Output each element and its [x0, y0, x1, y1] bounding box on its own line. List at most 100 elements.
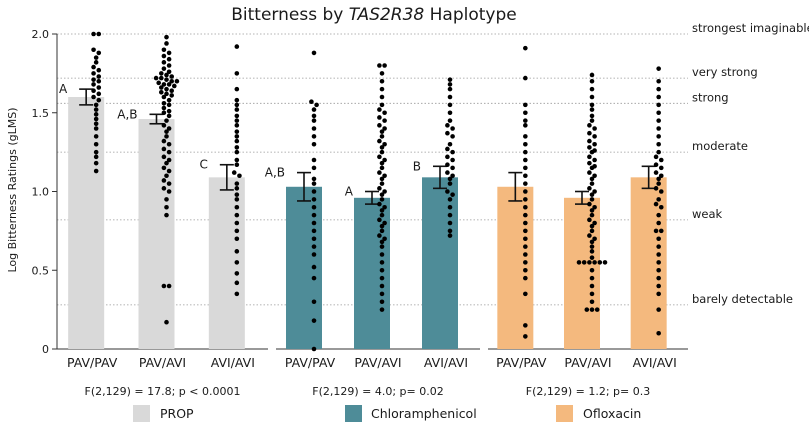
data-point [311, 50, 317, 56]
data-point [164, 118, 169, 123]
data-point [311, 141, 317, 147]
data-point [96, 91, 102, 97]
data-point [161, 154, 167, 160]
data-point [166, 108, 172, 114]
data-point [96, 31, 102, 37]
data-point [164, 160, 169, 166]
data-point [523, 102, 528, 108]
data-point [653, 162, 659, 168]
data-point [164, 77, 169, 82]
data-point [379, 149, 385, 155]
data-point [589, 113, 595, 119]
data-point [523, 189, 528, 194]
data-point [161, 110, 167, 116]
data-point [93, 116, 99, 122]
data-point [311, 264, 317, 270]
chart-title-gene: TAS2R38 [349, 5, 425, 25]
data-point [161, 94, 167, 100]
data-point [311, 212, 317, 218]
data-point [234, 260, 240, 265]
data-point [311, 176, 317, 182]
data-point [589, 249, 595, 254]
chart-title: Bitterness by TAS2R38 Haplotype [231, 5, 517, 25]
data-point [234, 129, 240, 134]
data-point [379, 145, 385, 150]
data-point [379, 94, 385, 100]
data-point [311, 275, 317, 281]
data-point [379, 244, 385, 249]
data-point [93, 149, 99, 155]
data-point [450, 157, 455, 163]
data-point [164, 212, 169, 218]
data-point [166, 102, 172, 108]
data-point [576, 260, 582, 265]
y-tick-label: 0.5 [32, 264, 50, 277]
data-point [587, 170, 592, 175]
anchor-label: very strong [692, 65, 758, 79]
data-point [523, 260, 528, 265]
data-point [447, 197, 453, 202]
data-point [174, 78, 180, 84]
data-point [589, 181, 595, 186]
data-point [447, 82, 453, 87]
data-point [377, 63, 382, 68]
data-point [311, 181, 317, 186]
data-point [523, 45, 528, 51]
data-point [234, 228, 240, 234]
stat-text: F(2,129) = 4.0; p= 0.02 [312, 385, 444, 398]
data-point [656, 252, 661, 257]
data-point [523, 220, 528, 226]
data-point [523, 149, 528, 155]
data-point [96, 85, 102, 90]
data-point [656, 267, 661, 273]
data-point [653, 170, 659, 175]
category-label: PAV/AVI [354, 355, 401, 370]
data-point [234, 162, 240, 168]
significance-label: A,B [265, 166, 285, 180]
category-label: PAV/PAV [285, 355, 336, 370]
data-point [447, 110, 453, 116]
data-point [234, 271, 240, 276]
data-point [587, 217, 592, 223]
data-point [166, 157, 172, 163]
data-point [589, 102, 595, 108]
data-point [523, 244, 528, 249]
data-point [234, 102, 240, 108]
data-point [589, 176, 595, 182]
data-point [589, 149, 595, 155]
data-point [592, 220, 597, 226]
data-point [91, 94, 96, 100]
data-point [379, 299, 385, 305]
data-point [234, 186, 240, 191]
anchor-label: strongest imaginable [692, 21, 809, 35]
data-point [234, 97, 240, 103]
data-point [91, 88, 96, 93]
data-point [581, 260, 587, 265]
data-point [523, 173, 528, 179]
data-point [589, 208, 595, 213]
data-point [91, 64, 96, 70]
data-point [234, 204, 240, 210]
data-point [450, 173, 455, 179]
data-point [656, 66, 661, 71]
legend-label: PROP [160, 406, 194, 421]
data-point [589, 223, 595, 229]
data-point [592, 134, 597, 139]
legend-swatch [133, 405, 150, 422]
data-point [379, 212, 385, 218]
data-point [379, 71, 385, 76]
bar [422, 177, 458, 349]
data-point [234, 113, 240, 119]
data-point [447, 77, 453, 82]
data-point [584, 307, 590, 312]
data-point [382, 173, 387, 179]
data-point [653, 201, 659, 207]
data-point [166, 141, 172, 147]
data-point [379, 260, 385, 265]
panel-ofloxacin: PAV/PAV PAV/AVI AVI/AVI F(2,129) = 1.2; p= … [488, 45, 688, 398]
data-point [656, 141, 661, 147]
data-point [166, 126, 172, 131]
data-point [658, 157, 664, 163]
data-point [161, 47, 167, 53]
data-point [653, 228, 659, 234]
